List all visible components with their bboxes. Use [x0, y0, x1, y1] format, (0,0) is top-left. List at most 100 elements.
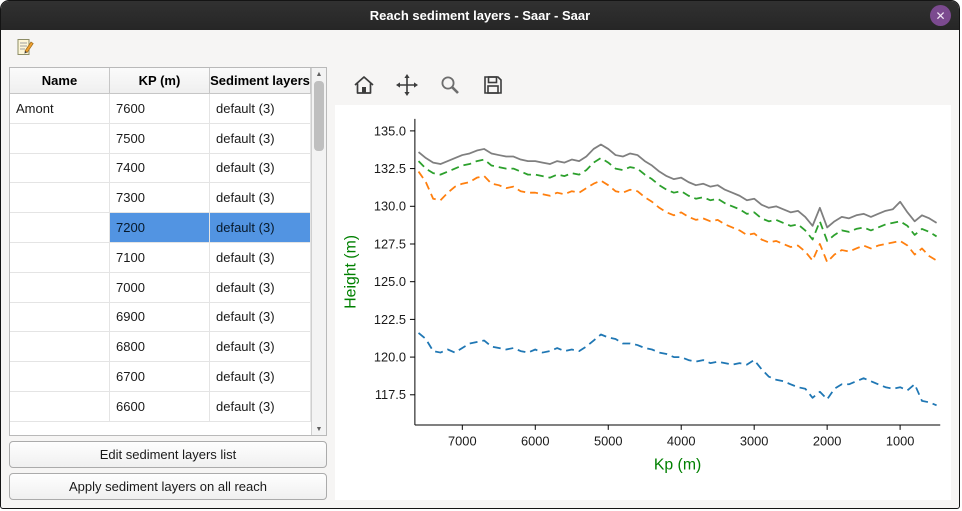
cell-name[interactable] — [10, 332, 110, 362]
svg-text:125.0: 125.0 — [374, 274, 406, 289]
svg-text:1000: 1000 — [886, 434, 915, 449]
svg-text:7000: 7000 — [448, 434, 477, 449]
cell-kp[interactable]: 7000 — [110, 272, 210, 302]
left-panel: Name KP (m) Sediment layers Amont 7600 def… — [9, 67, 327, 500]
header-name[interactable]: Name — [10, 68, 110, 93]
scrollbar-thumb[interactable] — [313, 81, 324, 151]
plot-panel: 117.5 120.0 122.5 125.0 127.5 130.0 132.5 135.0… — [335, 67, 951, 500]
app-toolbar — [1, 30, 959, 67]
cell-kp[interactable]: 7200 — [110, 213, 210, 242]
blue-bottom-line — [417, 332, 937, 407]
svg-text:5000: 5000 — [594, 434, 623, 449]
cell-layers[interactable]: default (3) — [210, 153, 311, 183]
table-row[interactable]: 7300 default (3) — [10, 183, 311, 214]
svg-text:132.5: 132.5 — [374, 161, 406, 176]
cell-name[interactable] — [10, 153, 110, 183]
edit-sediment-layers-list-button[interactable]: Edit sediment layers list — [9, 441, 327, 468]
cell-layers[interactable]: default (3) — [210, 183, 311, 213]
cell-name[interactable] — [10, 123, 110, 153]
plot-toolbar — [335, 67, 951, 105]
table-row[interactable]: 7000 default (3) — [10, 272, 311, 303]
cell-kp[interactable]: 7600 — [110, 94, 210, 123]
svg-text:122.5: 122.5 — [374, 312, 406, 327]
pan-button[interactable] — [394, 73, 420, 99]
cell-name[interactable] — [10, 362, 110, 391]
cell-name[interactable] — [10, 391, 110, 421]
table-scrollbar[interactable]: ▲ ▼ — [311, 68, 326, 435]
svg-text:127.5: 127.5 — [374, 236, 406, 251]
scroll-up-icon[interactable]: ▲ — [315, 70, 323, 78]
svg-text:130.0: 130.0 — [374, 199, 406, 214]
orange-layer-line — [417, 171, 938, 264]
cell-layers[interactable]: default (3) — [210, 123, 311, 153]
table-row[interactable]: 6700 default (3) — [10, 362, 311, 392]
cell-layers[interactable]: default (3) — [210, 362, 311, 391]
window-title: Reach sediment layers - Saar - Saar — [369, 8, 591, 23]
svg-text:3000: 3000 — [740, 434, 769, 449]
edit-sediment-button[interactable] — [11, 36, 39, 62]
top-bank-line — [417, 143, 938, 229]
table-row[interactable]: 7100 default (3) — [10, 242, 311, 273]
table-row[interactable]: 6800 default (3) — [10, 332, 311, 363]
svg-text:Height (m): Height (m) — [343, 235, 360, 309]
sediment-profile-chart[interactable]: 117.5 120.0 122.5 125.0 127.5 130.0 132.5 135.0… — [335, 105, 951, 500]
save-floppy-icon — [481, 73, 505, 100]
table-row[interactable]: Amont 7600 default (3) — [10, 94, 311, 124]
edit-notepad-icon — [15, 37, 35, 60]
svg-text:Kp (m): Kp (m) — [654, 456, 701, 473]
main-content: Name KP (m) Sediment layers Amont 7600 def… — [1, 67, 959, 508]
cell-kp[interactable]: 6900 — [110, 302, 210, 332]
cell-layers[interactable]: default (3) — [210, 332, 311, 362]
cell-kp[interactable]: 6600 — [110, 391, 210, 421]
scroll-down-icon[interactable]: ▼ — [315, 425, 323, 433]
cell-layers[interactable]: default (3) — [210, 213, 311, 242]
table-row[interactable]: 7400 default (3) — [10, 153, 311, 184]
close-icon: ✕ — [935, 8, 946, 23]
table-row[interactable]: 6600 default (3) — [10, 391, 311, 422]
cell-layers[interactable]: default (3) — [210, 302, 311, 332]
svg-text:135.0: 135.0 — [374, 123, 406, 138]
home-button[interactable] — [351, 73, 377, 99]
cell-name[interactable] — [10, 213, 110, 242]
cell-name[interactable] — [10, 183, 110, 213]
cell-name[interactable] — [10, 242, 110, 272]
titlebar: Reach sediment layers - Saar - Saar ✕ — [1, 1, 959, 30]
magnifier-icon — [438, 73, 462, 100]
apply-sediment-layers-button[interactable]: Apply sediment layers on all reach — [9, 473, 327, 500]
table-row[interactable]: 6900 default (3) — [10, 302, 311, 333]
header-sediment-layers[interactable]: Sediment layers — [210, 68, 311, 93]
svg-text:2000: 2000 — [813, 434, 842, 449]
cell-kp[interactable]: 7500 — [110, 123, 210, 153]
scrollbar-track[interactable] — [312, 80, 326, 423]
svg-text:6000: 6000 — [521, 434, 550, 449]
cell-kp[interactable]: 6800 — [110, 332, 210, 362]
sediment-table: Name KP (m) Sediment layers Amont 7600 def… — [9, 67, 327, 436]
svg-text:4000: 4000 — [667, 434, 696, 449]
pan-arrows-icon — [395, 73, 419, 100]
table-body: Amont 7600 default (3) 7500 default (3) 7400 d… — [10, 94, 311, 435]
table-row[interactable]: 7200 default (3) — [10, 213, 311, 243]
cell-kp[interactable]: 7100 — [110, 242, 210, 272]
cell-layers[interactable]: default (3) — [210, 242, 311, 272]
svg-text:120.0: 120.0 — [374, 350, 406, 365]
cell-name[interactable] — [10, 302, 110, 332]
close-button[interactable]: ✕ — [930, 5, 951, 26]
home-icon — [352, 73, 376, 100]
header-kp[interactable]: KP (m) — [110, 68, 210, 93]
svg-text:117.5: 117.5 — [375, 387, 406, 402]
cell-layers[interactable]: default (3) — [210, 272, 311, 302]
chart-figure[interactable]: 117.5 120.0 122.5 125.0 127.5 130.0 132.5 135.0… — [335, 105, 951, 500]
zoom-button[interactable] — [437, 73, 463, 99]
cell-kp[interactable]: 7400 — [110, 153, 210, 183]
cell-name[interactable] — [10, 272, 110, 302]
cell-kp[interactable]: 7300 — [110, 183, 210, 213]
cell-layers[interactable]: default (3) — [210, 94, 311, 123]
table-header: Name KP (m) Sediment layers — [10, 68, 311, 94]
cell-kp[interactable]: 6700 — [110, 362, 210, 391]
cell-name[interactable]: Amont — [10, 94, 110, 123]
cell-layers[interactable]: default (3) — [210, 391, 311, 421]
save-button[interactable] — [480, 73, 506, 99]
green-layer-line — [417, 157, 938, 242]
table-row[interactable]: 7500 default (3) — [10, 123, 311, 154]
